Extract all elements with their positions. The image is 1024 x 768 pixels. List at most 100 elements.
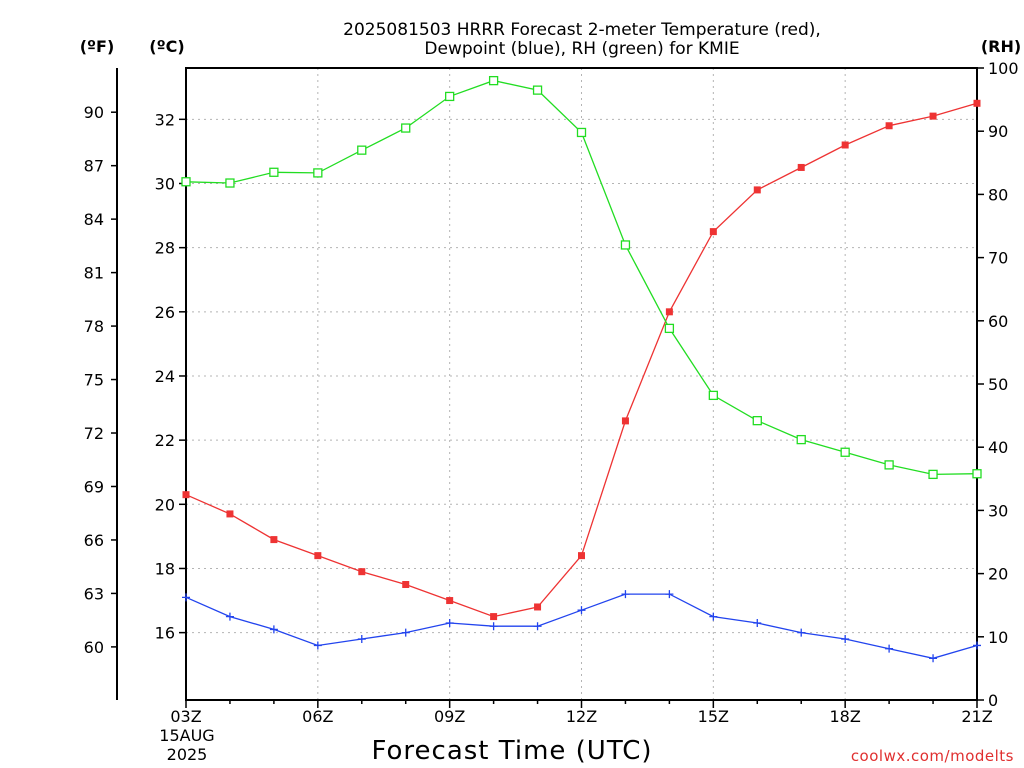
- temperature-point: [797, 163, 805, 171]
- dewpoint-point: [182, 593, 190, 602]
- fahrenheit-tick-label: 69: [84, 477, 104, 496]
- dewpoint-point: [621, 590, 630, 599]
- fahrenheit-tick-label: 75: [84, 371, 104, 390]
- rh-tick-label: 40: [988, 438, 1008, 457]
- temperature-point: [841, 141, 849, 149]
- rh-point: [269, 167, 279, 177]
- dewpoint-point: [753, 619, 762, 628]
- temperature-point: [358, 568, 366, 576]
- celsius-tick-label: 26: [155, 303, 175, 322]
- celsius-unit-label: (ºC): [149, 37, 184, 56]
- x-tick-label: 06Z: [302, 707, 333, 726]
- temperature-point: [885, 122, 893, 130]
- rh-point: [884, 460, 894, 470]
- rh-point: [181, 177, 191, 187]
- dewpoint-point: [313, 641, 322, 650]
- dewpoint-point: [445, 619, 454, 628]
- rh-point: [620, 240, 631, 250]
- celsius-tick-label: 22: [155, 431, 175, 450]
- dewpoint-point: [797, 628, 806, 637]
- dewpoint-point: [973, 641, 981, 650]
- temperature-point: [753, 186, 761, 194]
- rh-point: [225, 178, 235, 188]
- rh-point: [796, 434, 806, 445]
- fahrenheit-tick-label: 60: [84, 638, 104, 657]
- temperature-point: [226, 510, 234, 518]
- fahrenheit-tick-label: 63: [84, 584, 104, 603]
- rh-point: [313, 168, 323, 178]
- temperature-point: [665, 308, 673, 316]
- celsius-tick-label: 20: [155, 495, 175, 514]
- rh-point: [752, 416, 762, 426]
- grid-layer: [186, 68, 977, 700]
- plot-frame: [185, 67, 978, 701]
- rh-point: [840, 447, 850, 457]
- dewpoint-point: [929, 654, 938, 663]
- rh-tick-label: 50: [988, 375, 1008, 394]
- temperature-point: [446, 597, 454, 605]
- date-day-label: 15AUG: [159, 726, 214, 745]
- rh-point: [972, 469, 982, 479]
- x-tick-label: 03Z: [170, 707, 201, 726]
- series-layer: [181, 75, 982, 663]
- rh-tick-label: 100: [988, 59, 1019, 78]
- temperature-point: [709, 228, 717, 236]
- dewpoint-point: [489, 622, 498, 631]
- temperature-line: [185, 102, 978, 618]
- rh-point: [445, 91, 455, 102]
- rh-tick-label: 60: [988, 312, 1008, 331]
- fahrenheit-tick-label: 81: [84, 264, 104, 283]
- dewpoint-point: [533, 622, 542, 631]
- axis-layer: 16 18 20 22 24 26 28 30 32 60 63 66 69 72 75 78 81 84 87 90…: [84, 59, 1019, 726]
- rh-point: [488, 75, 499, 86]
- temperature-point: [578, 552, 585, 560]
- temperature-point: [534, 603, 542, 611]
- rh-tick-label: 10: [988, 628, 1008, 647]
- rh-point: [928, 469, 938, 480]
- fahrenheit-tick-label: 78: [84, 317, 104, 336]
- rh-point: [401, 123, 411, 133]
- temperature-point: [621, 417, 629, 425]
- dewpoint-point: [885, 644, 894, 653]
- rh-point: [708, 390, 718, 401]
- fahrenheit-tick-label: 84: [84, 210, 104, 229]
- rh-point: [576, 127, 587, 138]
- dewpoint-point: [357, 635, 366, 644]
- x-axis-title: Forecast Time (UTC): [371, 736, 652, 766]
- fahrenheit-unit-label: (ºF): [80, 37, 115, 56]
- temperature-point: [182, 491, 190, 499]
- x-tick-label: 15Z: [698, 707, 729, 726]
- celsius-tick-label: 32: [155, 110, 175, 129]
- x-tick-label: 09Z: [434, 707, 465, 726]
- rh-tick-label: 80: [988, 185, 1008, 204]
- rh-point: [357, 145, 367, 155]
- chart-title-line-2: Dewpoint (blue), RH (green) for KMIE: [424, 39, 739, 59]
- temperature-point: [490, 613, 498, 621]
- dewpoint-point: [709, 612, 718, 621]
- dewpoint-point: [269, 625, 278, 634]
- fahrenheit-tick-label: 72: [84, 424, 104, 443]
- rh-tick-label: 30: [988, 501, 1008, 520]
- dewpoint-point: [225, 612, 234, 621]
- celsius-tick-label: 24: [155, 367, 175, 386]
- fahrenheit-tick-label: 87: [84, 157, 104, 176]
- dewpoint-point: [577, 606, 586, 615]
- temperature-point: [270, 536, 278, 544]
- temperature-point: [314, 552, 322, 560]
- fahrenheit-tick-label: 66: [84, 531, 104, 550]
- rh-point: [664, 323, 675, 334]
- temperature-point: [402, 581, 410, 589]
- celsius-tick-label: 18: [155, 559, 175, 578]
- celsius-tick-label: 16: [155, 624, 175, 643]
- temperature-point: [929, 112, 937, 120]
- rh-tick-label: 0: [988, 691, 998, 710]
- credit-text: coolwx.com/modelts: [851, 747, 1014, 765]
- celsius-tick-label: 30: [155, 174, 175, 193]
- date-year-label: 2025: [167, 745, 208, 764]
- rh-unit-label: (RH): [981, 37, 1021, 56]
- rh-tick-label: 90: [988, 122, 1008, 141]
- dewpoint-point: [841, 635, 850, 644]
- temperature-point: [973, 99, 981, 107]
- rh-point: [532, 85, 543, 95]
